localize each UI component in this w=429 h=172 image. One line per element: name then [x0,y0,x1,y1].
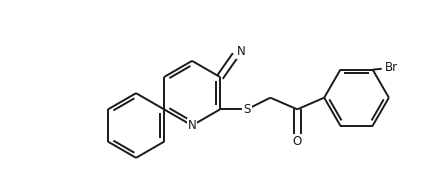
Text: N: N [187,119,196,132]
Text: Br: Br [385,61,399,74]
Text: N: N [236,45,245,58]
Text: S: S [243,103,251,116]
Text: O: O [293,135,302,148]
